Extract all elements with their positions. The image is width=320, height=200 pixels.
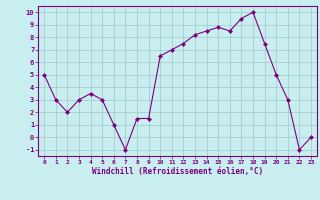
X-axis label: Windchill (Refroidissement éolien,°C): Windchill (Refroidissement éolien,°C)	[92, 167, 263, 176]
